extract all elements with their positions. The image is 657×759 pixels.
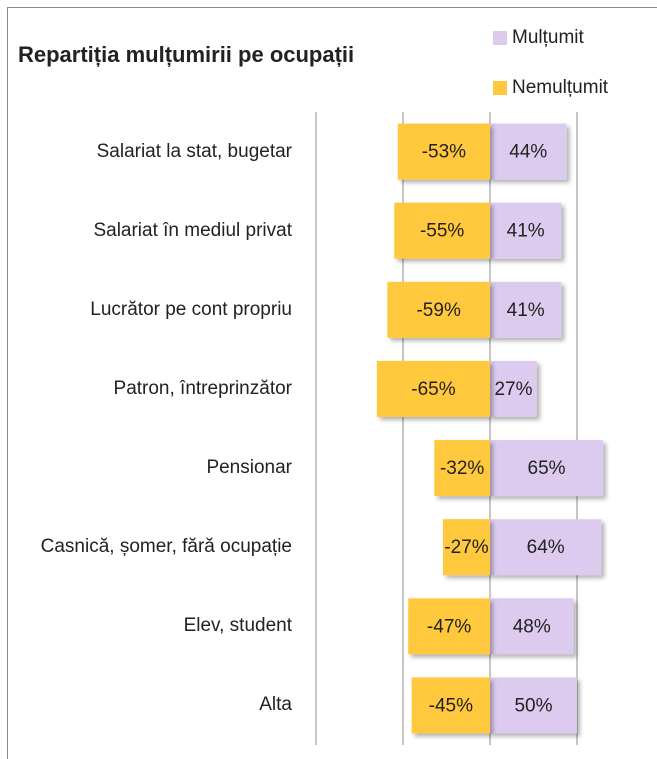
chart-border	[7, 7, 657, 759]
value-label: 27%	[494, 379, 532, 400]
category-label-box: Alta	[0, 665, 292, 745]
value-label: 65%	[528, 458, 566, 479]
bar	[387, 281, 490, 338]
value-label: 41%	[507, 221, 545, 242]
value-label: 50%	[514, 695, 552, 716]
value-label: 44%	[509, 142, 547, 163]
bar	[490, 281, 562, 338]
value-label: -59%	[416, 300, 460, 321]
value-label: 41%	[507, 300, 545, 321]
bar	[397, 123, 490, 180]
chart-title: Repartiția mulțumirii pe ocupații	[18, 42, 354, 67]
category-label-box: Salariat în mediul privat	[0, 191, 292, 271]
bar	[443, 519, 490, 576]
value-label: -45%	[429, 695, 473, 716]
category-label-box: Lucrător pe cont propriu	[0, 270, 292, 350]
value-label: -32%	[440, 458, 484, 479]
category-label: Elev, student	[183, 615, 292, 637]
value-label: -55%	[420, 221, 464, 242]
bar	[411, 677, 490, 734]
category-label-box: Salariat la stat, bugetar	[0, 112, 292, 192]
value-label: -65%	[411, 379, 455, 400]
value-label: -53%	[422, 142, 466, 163]
category-label: Patron, întreprinzător	[113, 377, 292, 399]
category-label-box: Casnică, șomer, fără ocupație	[0, 507, 292, 587]
value-label: -27%	[444, 537, 488, 558]
category-label: Alta	[259, 694, 292, 716]
bar	[434, 440, 490, 497]
bar	[490, 519, 602, 576]
bar	[490, 360, 537, 417]
category-label: Salariat la stat, bugetar	[96, 140, 292, 162]
value-label: 64%	[527, 537, 565, 558]
legend-label: Nemulțumit	[512, 77, 609, 98]
category-label: Salariat în mediul privat	[93, 219, 292, 241]
bar	[490, 677, 577, 734]
bar	[376, 360, 490, 417]
category-label: Lucrător pe cont propriu	[90, 298, 292, 320]
bar	[490, 123, 567, 180]
value-label: -47%	[427, 616, 471, 637]
legend-swatch	[493, 81, 507, 95]
bar	[490, 202, 562, 259]
category-label-box: Pensionar	[0, 428, 292, 508]
legend-label: Mulțumit	[512, 27, 585, 48]
category-label-box: Patron, întreprinzător	[0, 349, 292, 429]
category-label: Casnică, șomer, fără ocupație	[40, 536, 292, 558]
legend-swatch	[493, 31, 507, 45]
bar	[490, 440, 604, 497]
category-label-box: Elev, student	[0, 586, 292, 666]
bar	[394, 202, 490, 259]
bar	[490, 598, 574, 655]
bar	[408, 598, 490, 655]
category-label: Pensionar	[206, 457, 292, 479]
value-label: 48%	[513, 616, 551, 637]
